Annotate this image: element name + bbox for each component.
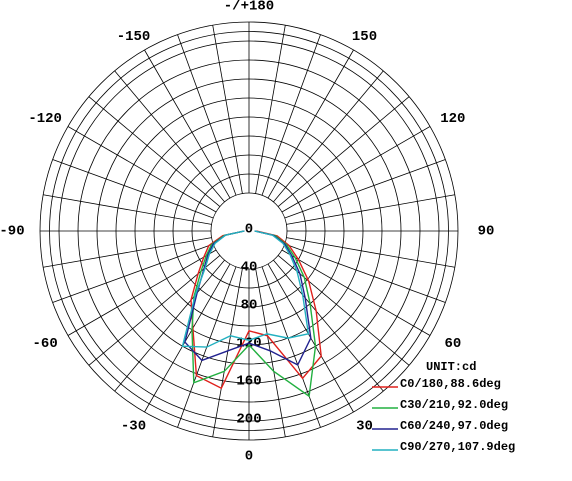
- spoke: [267, 49, 354, 199]
- legend-label: C0/180,88.6deg: [400, 377, 501, 391]
- r-tick-label: 160: [236, 374, 261, 390]
- unit-label: UNIT:cd: [426, 360, 476, 374]
- legend-label: C60/240,97.0deg: [400, 419, 508, 433]
- spoke: [284, 243, 446, 303]
- legend-label: C90/270,107.9deg: [400, 440, 515, 454]
- legend-label: C30/210,92.0deg: [400, 398, 508, 412]
- spoke: [261, 34, 321, 196]
- series-line: [190, 230, 322, 390]
- spoke: [67, 126, 217, 213]
- angle-tick-label: -60: [33, 336, 58, 352]
- spoke: [273, 259, 384, 392]
- angle-tick-label: -120: [28, 111, 62, 127]
- spoke: [281, 249, 431, 336]
- angle-tick-label: 30: [356, 419, 373, 435]
- spoke: [144, 49, 231, 199]
- spoke: [52, 159, 214, 219]
- angle-tick-label: -90: [0, 224, 25, 240]
- spoke: [114, 70, 225, 203]
- r-tick-label: 40: [241, 260, 258, 276]
- spoke: [88, 96, 221, 207]
- spoke: [255, 268, 286, 437]
- angle-tick-label: 60: [444, 336, 461, 352]
- r-tick-label: 80: [241, 298, 258, 314]
- spoke: [43, 194, 212, 225]
- spoke: [144, 263, 231, 413]
- spoke: [273, 70, 384, 203]
- spoke: [286, 194, 455, 225]
- spoke: [212, 268, 243, 437]
- angle-tick-label: 120: [440, 111, 465, 127]
- angle-tick-label: -30: [121, 419, 146, 435]
- r-tick-label: 200: [236, 412, 261, 428]
- spoke: [52, 243, 214, 303]
- angle-tick-label: 90: [478, 224, 495, 240]
- series-line: [191, 230, 317, 398]
- spoke: [261, 266, 321, 428]
- angle-tick-label: -150: [117, 29, 151, 45]
- spoke: [177, 34, 237, 196]
- spoke: [284, 159, 446, 219]
- series-line: [184, 230, 312, 366]
- r-tick-label: 0: [245, 222, 253, 238]
- spoke: [286, 237, 455, 268]
- series-line: [181, 230, 310, 348]
- angle-tick-label: -/+180: [224, 0, 274, 15]
- spoke: [281, 126, 431, 213]
- angle-tick-label: 0: [245, 449, 253, 465]
- angle-tick-label: 150: [352, 29, 377, 45]
- spoke: [67, 249, 217, 336]
- spoke: [212, 25, 243, 194]
- spoke: [114, 259, 225, 392]
- spoke: [43, 237, 212, 268]
- spoke: [277, 96, 410, 207]
- spoke: [255, 25, 286, 194]
